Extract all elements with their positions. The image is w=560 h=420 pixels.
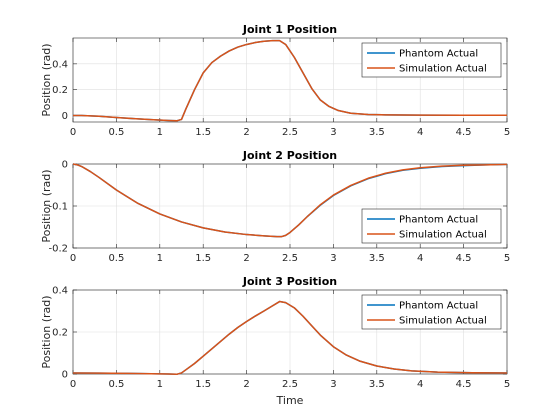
x-tick-label: 0.5 xyxy=(108,253,124,264)
legend-label: Phantom Actual xyxy=(399,49,478,60)
x-tick-label: 3 xyxy=(330,253,336,264)
x-tick-label: 4.5 xyxy=(456,253,472,264)
x-axis-label: Time xyxy=(276,394,304,407)
legend: Phantom Actual Simulation Actual xyxy=(361,42,502,78)
x-tick-label: 0 xyxy=(70,253,76,264)
y-tick-label: 0.2 xyxy=(52,85,68,96)
subplot-1: 0 0.5 1 1.5 2 2.5 3 3.5 4 4.5 5 0 0.2 0.4 Joint 1 Posi… xyxy=(40,23,510,138)
x-tick-label: 4 xyxy=(417,379,423,390)
x-tick-label: 2 xyxy=(243,379,249,390)
legend: Phantom Actual Simulation Actual xyxy=(361,294,502,330)
y-tick-label: 0.2 xyxy=(52,328,68,339)
x-tick-label: 2.5 xyxy=(282,379,298,390)
x-tick-label: 1.5 xyxy=(195,127,211,138)
x-tick-label: 4 xyxy=(417,127,423,138)
legend-label: Simulation Actual xyxy=(399,230,487,241)
y-tick-label: 0 xyxy=(62,370,68,381)
y-tick-label: 0 xyxy=(62,111,68,122)
x-tick-label: 3.5 xyxy=(369,253,385,264)
x-tick-label: 0.5 xyxy=(108,127,124,138)
x-tick-label: 3.5 xyxy=(369,127,385,138)
x-tick-label: 0 xyxy=(70,127,76,138)
x-tick-label: 1.5 xyxy=(195,379,211,390)
series-line-simulation-actual xyxy=(73,39,507,122)
x-tick-label: 4 xyxy=(417,253,423,264)
x-tick-label: 0 xyxy=(70,379,76,390)
y-tick-label: -0.1 xyxy=(48,202,68,213)
legend-label: Phantom Actual xyxy=(399,215,478,226)
y-axis-label: Position (rad) xyxy=(40,169,53,242)
x-tick-label: 1 xyxy=(157,127,163,138)
x-tick-label: 3 xyxy=(330,379,336,390)
y-tick-label: -0.2 xyxy=(48,244,68,255)
series-line-simulation-actual xyxy=(72,163,508,238)
legend-label: Simulation Actual xyxy=(399,64,487,75)
legend-box xyxy=(361,208,502,244)
x-tick-label: 2.5 xyxy=(282,253,298,264)
x-tick-label: 5 xyxy=(504,379,510,390)
legend: Phantom Actual Simulation Actual xyxy=(361,208,502,244)
y-axis-label: Position (rad) xyxy=(40,43,53,116)
y-tick-label: 0 xyxy=(62,160,68,171)
x-tick-label: 3 xyxy=(330,127,336,138)
x-tick-label: 5 xyxy=(504,127,510,138)
x-tick-label: 2 xyxy=(243,127,249,138)
plot-title: Joint 1 Position xyxy=(242,23,337,36)
legend-label: Simulation Actual xyxy=(399,316,487,327)
subplot-3: 0 0.5 1 1.5 2 2.5 3 3.5 4 4.5 5 0 0.2 0.4 Joint 3 Posi… xyxy=(40,275,510,407)
x-tick-label: 1.5 xyxy=(195,253,211,264)
x-tick-label: 0.5 xyxy=(108,379,124,390)
y-tick-label: 0.4 xyxy=(52,59,68,70)
x-tick-label: 2.5 xyxy=(282,127,298,138)
plot-title: Joint 2 Position xyxy=(242,149,337,162)
y-tick-label: 0.4 xyxy=(52,286,68,297)
subplot-2: 0 0.5 1 1.5 2 2.5 3 3.5 4 4.5 5 -0.2 -0.1 0 Joint 2 Po… xyxy=(40,149,510,264)
x-tick-label: 4.5 xyxy=(456,379,472,390)
series-line-simulation-actual xyxy=(72,300,508,375)
x-tick-label: 1 xyxy=(157,253,163,264)
legend-box xyxy=(361,42,502,78)
x-tick-label: 4.5 xyxy=(456,127,472,138)
x-tick-label: 1 xyxy=(157,379,163,390)
x-tick-label: 2 xyxy=(243,253,249,264)
legend-box xyxy=(361,294,502,330)
x-tick-label: 3.5 xyxy=(369,379,385,390)
x-tick-label: 5 xyxy=(504,253,510,264)
legend-label: Phantom Actual xyxy=(399,301,478,312)
plot-title: Joint 3 Position xyxy=(242,275,337,288)
y-axis-label: Position (rad) xyxy=(40,295,53,368)
